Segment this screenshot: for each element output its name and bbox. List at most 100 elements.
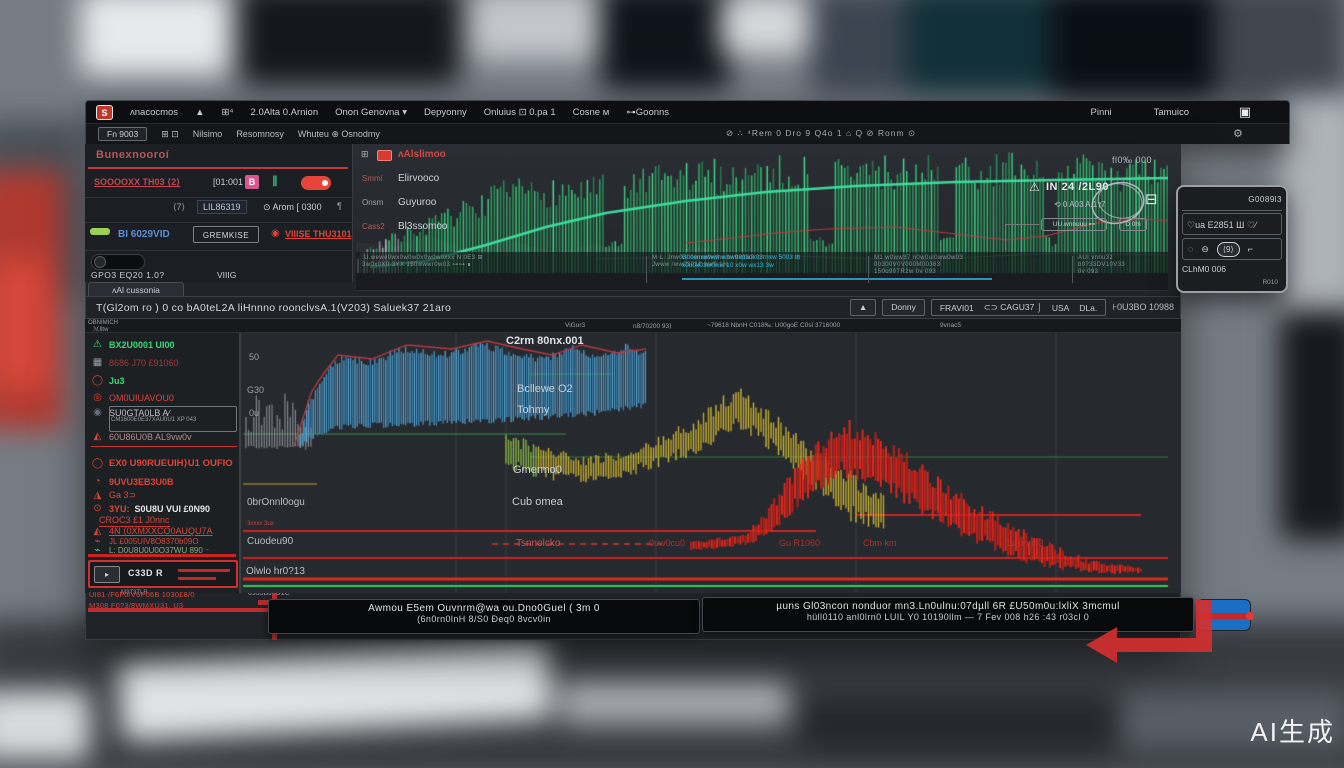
sub-mid-3: 9vnac5 <box>940 322 961 329</box>
menu-item-6[interactable]: ⊶Goonns <box>626 106 670 118</box>
main-chart-panel: 50 G30 0u C2rm 80nx.001 Bcllewe O2 Tohmy… <box>240 333 1181 593</box>
panel-icon-row[interactable]: ♡ua E2851 Ш ♡∕ <box>1182 213 1282 235</box>
axis-group-1: :U.wewe0wx0w0w0x0w0w0xxx N:0E3 ⊞ 3w0x0X0·… <box>362 255 483 268</box>
slashes-icon: ∥ <box>272 175 278 187</box>
axis-group-4: AUI vnnu3z b0?33DV10V33 0v 093 <box>1078 255 1126 275</box>
toolbar-item-2[interactable]: Whuteu ⊕ Osnodmy <box>297 128 380 139</box>
menu-item-5[interactable]: Cosne м <box>572 106 610 118</box>
sidebar-item[interactable]: ⊙ 3YU: S0U8U VUI £0N90 <box>91 503 210 514</box>
account-id[interactable]: BI 6029VID <box>118 229 170 240</box>
menu-item-1[interactable]: 2.0Alta 0.Arnion <box>250 106 319 118</box>
toolbar-icon-cluster[interactable]: ⊘ ∴ ⁴Rem 0 Dro 9 Q4o 1 ⌂ Q ⊘ Ronm ⊙ <box>726 128 917 138</box>
grid-icon: ▦ <box>92 357 103 368</box>
usa-button[interactable]: USA <box>1051 302 1070 313</box>
symbol-link[interactable]: SOOOOXX TH03 ⟨2⟩ <box>94 177 181 187</box>
panel-value: G0089l3 <box>1182 189 1282 211</box>
legend-series-0[interactable]: ʌAlslimoo <box>398 149 446 160</box>
row-label: Cuodeu90 <box>247 536 294 547</box>
sidebar-item-label-2: S0U8U VUI £0N90 <box>134 503 211 514</box>
fravi-button[interactable]: FRAVI01 <box>939 302 974 313</box>
alert-link[interactable]: VIIISE THU3101 <box>285 229 352 239</box>
badge-b[interactable]: B <box>245 175 259 189</box>
panel-icon[interactable]: ⊟ <box>1145 191 1158 208</box>
mountain-icon-button[interactable]: ▲ <box>849 299 877 316</box>
sidebar-item[interactable]: ◮ Ga 3⊃ <box>91 490 136 501</box>
window-icon[interactable]: ▣ <box>1238 104 1251 119</box>
menu-item-4[interactable]: Onluius ⊡ 0.pa 1 <box>483 106 556 118</box>
menu-item-3[interactable]: Depyonny <box>423 106 467 118</box>
sidebar-item-label: SU0GTA0LB A∕ <box>109 407 170 418</box>
sidebar-item[interactable]: ◭ 60U86U0B AL9vw0v <box>91 431 192 442</box>
alerts-sidebar: ⚠ BX2U0001 UI00 ▦ 8686 J70 £91060 ◯ Ju3 … <box>85 333 240 596</box>
sidebar-item[interactable]: CROC3 £1 J0nnc <box>99 515 170 527</box>
wave-icon: ⌁ <box>94 545 101 556</box>
main-chart-canvas[interactable] <box>242 333 1169 593</box>
sub-mid-1: n8/70200 93⟩ <box>633 323 672 330</box>
arm-action[interactable]: ⊙ Arom [ 0300 <box>263 202 322 212</box>
legend-series-3[interactable]: Bl3ssomoo <box>398 221 448 232</box>
green-indicator <box>90 228 110 235</box>
title-bar-right-label: ⊦0U3BO 10988 <box>1112 302 1174 312</box>
menu-bar: S ʌnacocmos ▲ ⊞⁴ 2.0Alta 0.Arnion Onon G… <box>86 101 1289 123</box>
sidebar-item[interactable]: ◎ OM0UIUAVOU0 <box>91 392 174 403</box>
shape-icon[interactable]: ◌ <box>1188 244 1194 254</box>
annotation-chip-2[interactable]: D 0m <box>1119 218 1147 231</box>
legend-series-1[interactable]: Elirvooco <box>398 173 440 184</box>
gremkise-button[interactable]: GREMKISE <box>193 226 259 243</box>
status-line-2: (6n0rn0lnH 8/S0 Ðeq0 8vcv0in <box>417 614 551 624</box>
series-label: Bcllewe O2 <box>517 383 573 395</box>
warning-title: IN 24 /2L90 <box>1046 181 1109 193</box>
cyan-underline <box>682 278 992 280</box>
window-header: S ʌnacocmos ▲ ⊞⁴ 2.0Alta 0.Arnion Onon G… <box>85 100 1290 144</box>
count-pill[interactable]: ⟨9⟩ <box>1216 241 1240 257</box>
dla-button[interactable]: DLa. <box>1079 302 1098 313</box>
alert-box[interactable]: ▸ C33D R <box>88 560 238 588</box>
sidebar-item[interactable]: ◯ Ju3 <box>91 375 125 386</box>
level-label: Cbm km <box>863 538 897 548</box>
menu-item-tamuico[interactable]: Tamuico <box>1153 106 1189 118</box>
menu-item-pinni[interactable]: Pinni <box>1090 106 1112 118</box>
gear-icon[interactable]: ⚙ <box>1233 128 1243 140</box>
sidebar-item[interactable]: ◭ 4N ⟨0XMXXCO0AUQU7A <box>91 526 213 537</box>
sub-mid-2: ~79618 NbnH C018‰: U00goE C0sl 3716000 <box>707 322 841 329</box>
menu-item-0[interactable]: ʌnacocmos <box>130 106 179 118</box>
paragraph-icon: ¶ <box>337 201 342 211</box>
sidebar-item[interactable]: ▦ 8686 J70 £91060 <box>91 357 179 368</box>
sidebar-item[interactable]: ⌁ JL £005UIV8O8370b09O <box>91 536 199 547</box>
sidebar-item[interactable]: ⌁ L: D0U8U0U0O37WU 890 ⁻ <box>91 545 209 556</box>
level-label: 1u unu43 <box>1006 538 1044 548</box>
minus-icon[interactable]: ⊖ <box>1201 244 1209 254</box>
legend-tag-2: Onsm <box>362 198 384 207</box>
sidebar-item-label: JL £005UIV8O8370b09O <box>109 537 199 546</box>
volume-chart-panel: ⊞ ʌAlslimoo Smmi Elirvooco Onsm Guyuroo … <box>353 144 1181 292</box>
refresh-icon[interactable]: ⟨7⟩ <box>173 202 186 212</box>
toolbar-item-1[interactable]: Resomnosy <box>236 129 284 139</box>
grid-icon[interactable]: ⊞⁴ <box>221 106 234 118</box>
toggle-switch[interactable] <box>91 254 145 270</box>
red-toggle[interactable] <box>301 176 331 190</box>
dot-circle-icon: ◉ <box>93 407 102 418</box>
order-id-value[interactable]: LIL86319 <box>197 200 247 214</box>
donny-button[interactable]: Donny <box>882 299 925 316</box>
sidebar-item-label: 9UVU3EB3U0B <box>109 476 174 487</box>
x-axis-strip: :U.wewe0wx0w0w0x0w0w0xxx N:0E3 ⊞ 3w0x0X0·… <box>356 252 1168 290</box>
legend-plus-icon: ⊞ <box>361 149 369 159</box>
menu-item-2[interactable]: Onon Genovna ▾ <box>335 106 407 118</box>
toolbar-item-0[interactable]: Nilsimo <box>192 129 223 139</box>
play-chip-icon[interactable]: ▸ <box>94 566 120 583</box>
sidebar-item[interactable]: ◉ SU0GTA0LB A∕ <box>91 407 170 418</box>
annotation-chip-1[interactable]: UU.wnnuuu ⊷ <box>1041 218 1107 231</box>
sidebar-item[interactable]: ◯ EX0 U90RUEUIH⟩U1 OUFIO <box>91 458 233 469</box>
sidebar-item[interactable]: ◔ 9UVU3EB3U0B <box>91 476 174 487</box>
legend-series-2[interactable]: Guyuroo <box>398 197 437 208</box>
legend-tag-1: Smmi <box>362 174 383 183</box>
cagu-button[interactable]: ⊂⊃ CAGU37 ⌡ <box>983 302 1042 312</box>
sidebar-item[interactable]: ⚠ BX2U0001 UI00 <box>91 339 175 350</box>
dropdown-arrow-icon[interactable]: ▲ <box>195 106 205 118</box>
toolbar-tab[interactable]: Fn 9003 <box>98 127 148 141</box>
tab-al-cussonia[interactable]: ʌAl cussonia <box>88 282 184 297</box>
sidebar-footer-2: M308 F0?3/8WMXU31. U3 <box>89 601 184 610</box>
layout-icons[interactable]: ⊞ ⊡ <box>161 128 179 139</box>
corner-icon[interactable]: ⌐ <box>1247 244 1253 254</box>
